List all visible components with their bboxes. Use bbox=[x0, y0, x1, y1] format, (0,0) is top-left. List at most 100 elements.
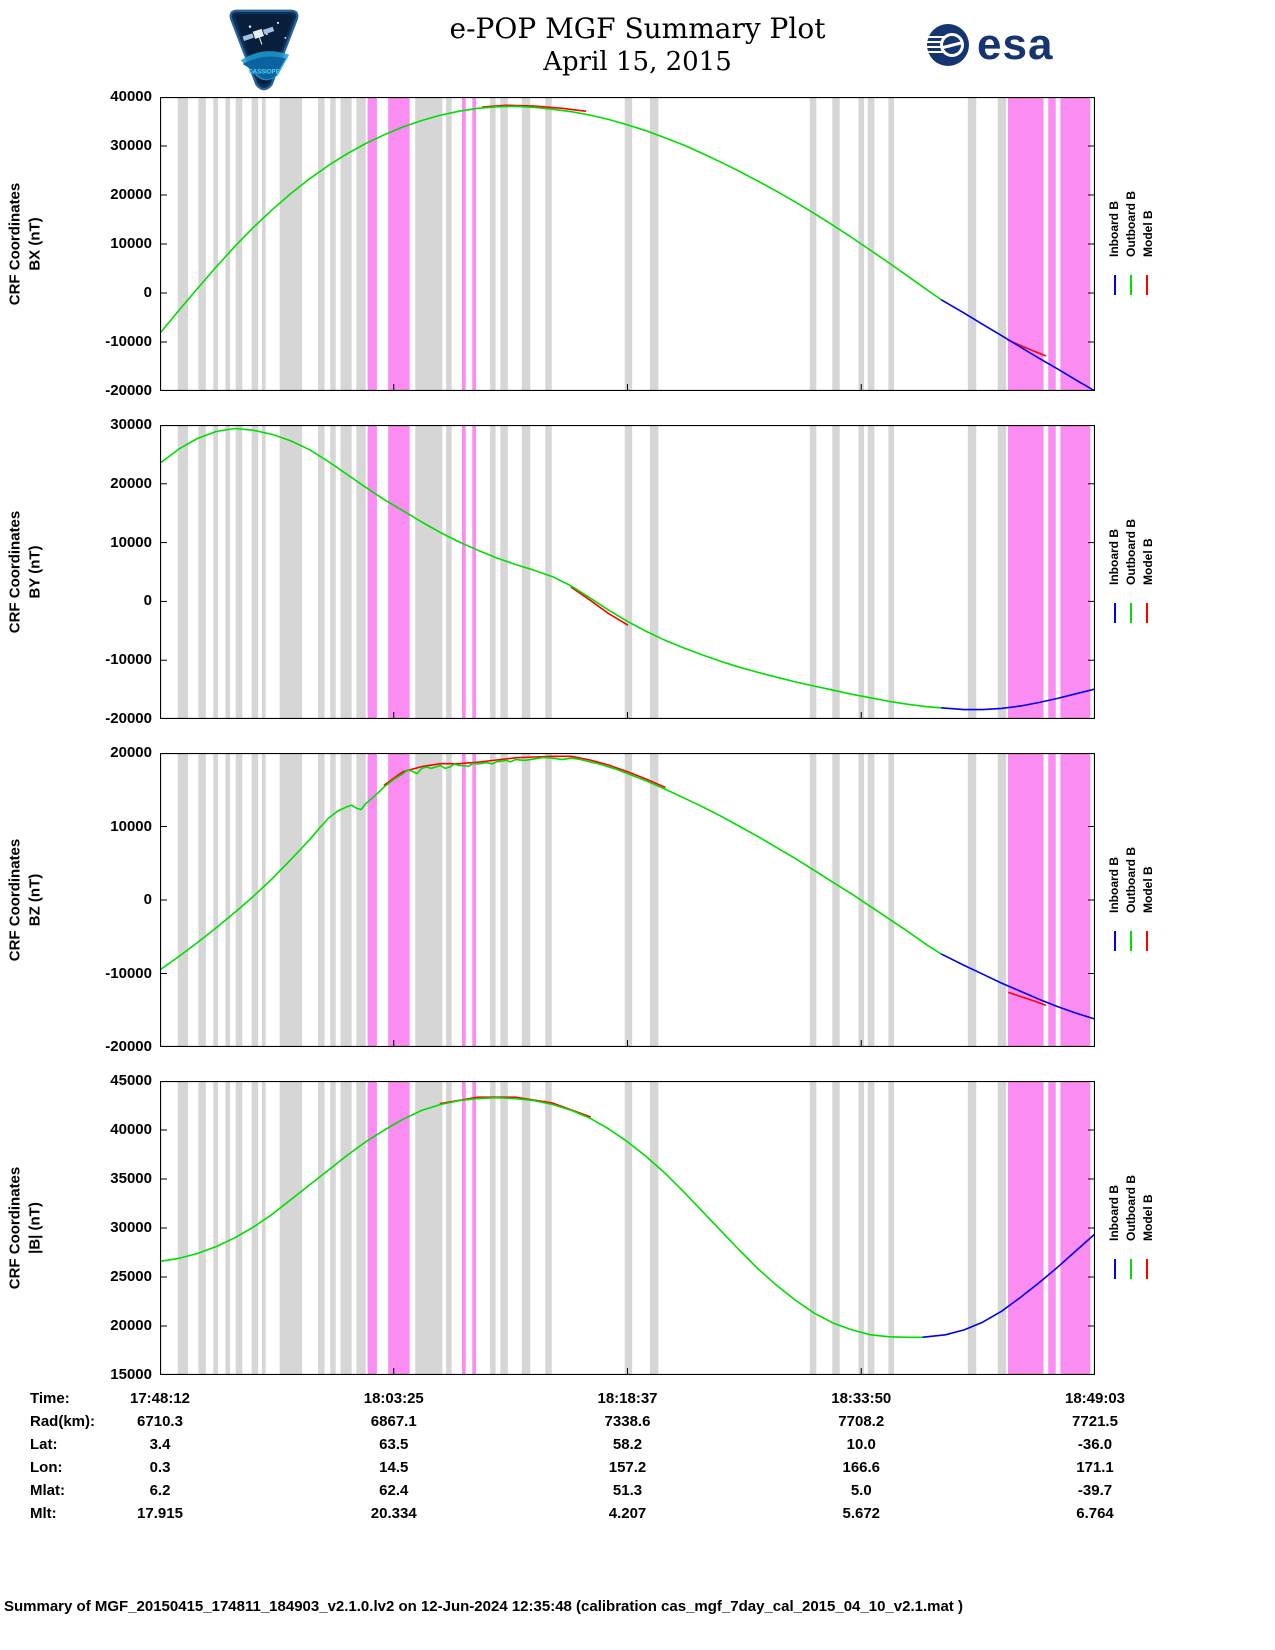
ephem-row-label: Rad(km): bbox=[30, 1413, 96, 1430]
flagged-interval-band bbox=[367, 425, 377, 719]
data-gap-band bbox=[225, 97, 231, 391]
legend-label-inboard-b: Inboard B bbox=[1107, 529, 1121, 585]
data-gap-band bbox=[198, 97, 206, 391]
ephem-row-label: Time: bbox=[30, 1390, 70, 1407]
legend-labels: Inboard B Outboard B Model B bbox=[1107, 519, 1155, 585]
panel-bx: CRF Coordinates BX (nT) 40000 30000 20000 100… bbox=[0, 88, 1275, 399]
data-gap-band bbox=[888, 753, 894, 1047]
y-tick-label: 30000 bbox=[110, 1219, 152, 1236]
ephem-cell: -36.0 bbox=[1077, 1436, 1113, 1453]
series-model-b bbox=[481, 104, 587, 112]
data-gap-band bbox=[318, 425, 325, 719]
data-gap-band bbox=[261, 753, 266, 1047]
data-gap-band bbox=[545, 425, 552, 719]
data-gap-band bbox=[867, 1081, 875, 1375]
legend-labels: Inboard B Outboard B Model B bbox=[1107, 191, 1155, 257]
plot-border bbox=[160, 425, 1095, 719]
page-title: e-POP MGF Summary Plot bbox=[449, 12, 826, 45]
ephem-cell: 7708.2 bbox=[838, 1413, 885, 1430]
esa-wordmark: esa bbox=[977, 20, 1054, 69]
data-gap-band bbox=[997, 753, 1007, 1047]
y-tick-label: 10000 bbox=[110, 533, 152, 551]
data-gap-band bbox=[279, 425, 303, 719]
data-gap-band bbox=[809, 753, 817, 1047]
flagged-interval-band bbox=[462, 425, 466, 719]
legend-label-inboard-b: Inboard B bbox=[1107, 1185, 1121, 1241]
data-gap-band bbox=[330, 1081, 336, 1375]
data-gap-band bbox=[235, 425, 243, 719]
flagged-interval-band bbox=[367, 753, 377, 1047]
series-inboard-b bbox=[939, 952, 1095, 1020]
data-gap-band bbox=[415, 753, 443, 1047]
y-tick-label: -10000 bbox=[105, 333, 152, 350]
legend-label-outboard-b: Outboard B bbox=[1124, 519, 1138, 585]
data-gap-band bbox=[415, 425, 443, 719]
ephem-cell: 62.4 bbox=[379, 1482, 409, 1499]
legend-line-samples bbox=[1114, 931, 1148, 951]
data-gap-band bbox=[832, 753, 840, 1047]
data-gap-band bbox=[649, 97, 659, 391]
ephem-row-label: Mlt: bbox=[30, 1505, 57, 1522]
series-inboard-b bbox=[939, 688, 1095, 711]
ylabel-zone-by: CRF Coordinates BY (nT) bbox=[0, 425, 50, 719]
summary-line: Summary of MGF_20150415_174811_184903_v2… bbox=[4, 1598, 963, 1615]
data-gap-band bbox=[279, 97, 303, 391]
header: CASSIOPE e-POP MGF Summary Plot April 15… bbox=[0, 0, 1275, 97]
ephem-row-lat: Lat: 3.4 63.5 58.2 10.0 -36.0 bbox=[0, 1434, 1275, 1457]
plot-zone-bz bbox=[160, 753, 1095, 1047]
legend-zone-bx: Inboard B Outboard B Model B bbox=[1095, 97, 1275, 391]
ephem-row-label: Mlat: bbox=[30, 1482, 65, 1499]
cassiope-patch-text: CASSIOPE bbox=[248, 69, 279, 75]
ephem-cell: 17:48:12 bbox=[129, 1390, 191, 1407]
data-gap-band bbox=[809, 1081, 817, 1375]
legend-label-model-b: Model B bbox=[1141, 866, 1155, 913]
y-tick-label: -10000 bbox=[105, 651, 152, 669]
data-gap-band bbox=[521, 753, 531, 1047]
ylabel-zone-btot: CRF Coordinates |B| (nT) bbox=[0, 1081, 50, 1375]
y-tick-label: 25000 bbox=[110, 1268, 152, 1285]
axis-label-by: CRF Coordinates BY (nT) bbox=[6, 511, 45, 634]
data-gap-band bbox=[809, 97, 817, 391]
data-gap-band bbox=[235, 1081, 243, 1375]
data-gap-band bbox=[649, 1081, 659, 1375]
data-gap-band bbox=[490, 753, 496, 1047]
data-gap-band bbox=[415, 97, 443, 391]
plot-by bbox=[160, 425, 1095, 719]
series-inboard-b bbox=[939, 298, 1095, 391]
data-gap-band bbox=[279, 1081, 303, 1375]
y-tick-label: -20000 bbox=[105, 382, 152, 399]
flagged-interval-band bbox=[472, 753, 477, 1047]
data-gap-band bbox=[177, 97, 189, 391]
data-gap-band bbox=[261, 425, 266, 719]
flagged-interval-band bbox=[1048, 97, 1056, 391]
series-model-b bbox=[383, 755, 666, 789]
data-gap-band bbox=[177, 1081, 189, 1375]
data-gap-band bbox=[867, 425, 875, 719]
plot-zone-bx bbox=[160, 97, 1095, 391]
legend-line-samples bbox=[1114, 1259, 1148, 1279]
data-gap-band bbox=[446, 753, 452, 1047]
ephem-cell: 7721.5 bbox=[1072, 1413, 1118, 1430]
ephem-row-label: Lon: bbox=[30, 1459, 63, 1476]
ephem-row-time: Time: 17:48:12 18:03:25 18:18:37 18:33:50 18:… bbox=[0, 1388, 1275, 1411]
y-tick-label: 20000 bbox=[110, 474, 152, 492]
series-model-b bbox=[1008, 991, 1047, 1006]
flagged-interval-band bbox=[1048, 425, 1056, 719]
axis-label-line1: CRF Coordinates bbox=[6, 182, 24, 306]
axis-label-bx: CRF Coordinates BX (nT) bbox=[6, 183, 45, 306]
flagged-interval-band bbox=[472, 1081, 477, 1375]
data-gap-band bbox=[198, 425, 206, 719]
flagged-interval-band bbox=[462, 753, 466, 1047]
series-model-b bbox=[570, 586, 629, 626]
series-inboard-b bbox=[921, 1233, 1095, 1339]
data-gap-band bbox=[177, 753, 189, 1047]
data-gap-band bbox=[997, 425, 1007, 719]
data-gap-band bbox=[318, 97, 325, 391]
title-block: e-POP MGF Summary Plot April 15, 2015 bbox=[0, 12, 1275, 77]
data-gap-band bbox=[867, 97, 875, 391]
flagged-interval-band bbox=[367, 97, 377, 391]
data-gap-band bbox=[261, 97, 266, 391]
data-gap-band bbox=[446, 425, 452, 719]
cassiope-mission-patch-logo: CASSIOPE bbox=[222, 6, 306, 99]
ephem-cell: 17.915 bbox=[137, 1505, 183, 1522]
